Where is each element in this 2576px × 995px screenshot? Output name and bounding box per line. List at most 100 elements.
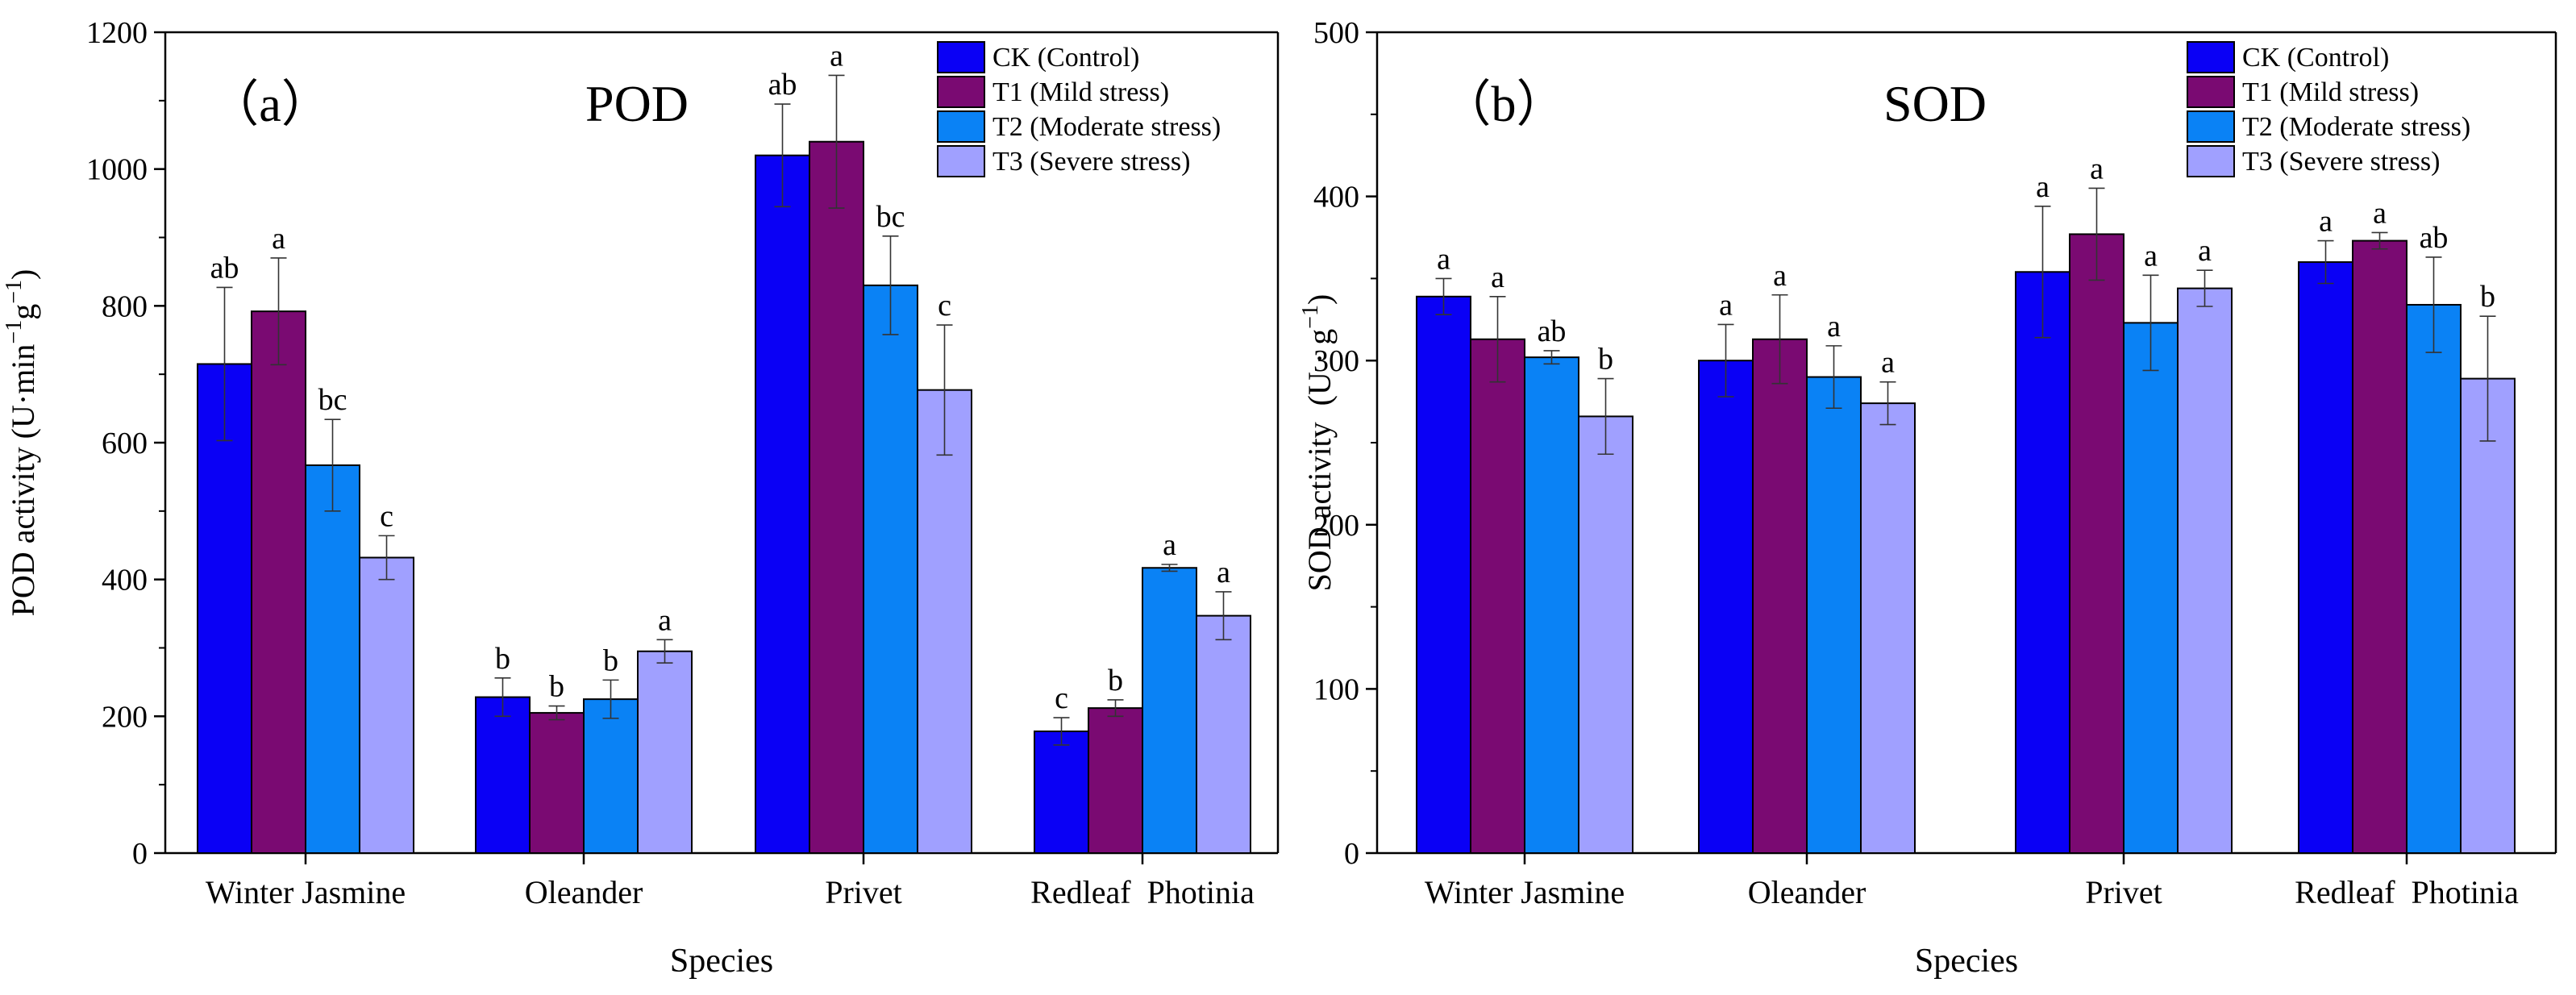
y-tick-label: 0 (1344, 837, 1359, 871)
x-tick-label: Privet (2085, 874, 2162, 910)
bar-t2-1 (305, 464, 360, 854)
y-tick-label: 600 (102, 427, 148, 460)
bar-t3-2 (1860, 402, 1916, 854)
significance-letter: a (2198, 234, 2212, 268)
x-axis-label: Species (1915, 943, 2018, 980)
bar-t2-3 (2123, 322, 2179, 854)
bar-t3-2 (637, 650, 693, 854)
significance-letter: a (1773, 259, 1787, 293)
significance-letter: a (1827, 310, 1841, 343)
significance-letter: b (1108, 664, 1123, 697)
bar-t2-1 (1524, 356, 1579, 854)
bar-t3-4 (1196, 614, 1251, 855)
bar-t3-1 (1578, 415, 1633, 854)
legend-swatch (2187, 110, 2235, 143)
y-axis-label: SOD activity (U · g−1) (1298, 294, 1338, 592)
y-axis-label: POD activity (U·min−1g−1) (2, 269, 41, 617)
significance-letter: a (830, 39, 843, 73)
significance-letter: a (2144, 239, 2158, 273)
x-tick-label: Oleander (1748, 874, 1866, 910)
significance-letter: b (1598, 343, 1613, 377)
significance-letter: b (495, 642, 510, 676)
legend: CK (Control) T1 (Mild stress) T2 (Moderate… (937, 41, 1221, 177)
legend-label: T2 (Moderate stress) (993, 112, 1221, 142)
x-tick-label: Oleander (525, 874, 643, 910)
bar-ck-2 (475, 696, 531, 855)
bar-t1-2 (1752, 338, 1808, 854)
significance-letter: b (2480, 280, 2495, 314)
panel-a: 020040060080010001200abbabcababbcbbcacac… (2, 16, 1280, 980)
legend-swatch (937, 110, 985, 143)
bar-ck-3 (755, 154, 810, 854)
bar-ck-1 (1416, 295, 1471, 854)
y-tick-label: 200 (1313, 509, 1359, 543)
x-axis-label: Species (670, 943, 773, 980)
bar-t1-4 (2352, 239, 2407, 854)
bar-t2-4 (2406, 303, 2462, 854)
legend-swatch (937, 145, 985, 177)
x-tick-label: Privet (825, 874, 902, 910)
legend-label: T2 (Moderate stress) (2242, 112, 2470, 142)
significance-letter: ab (1538, 314, 1567, 348)
legend-swatch (2187, 41, 2235, 73)
bar-ck-4 (1034, 730, 1089, 854)
y-tick-label: 800 (102, 289, 148, 323)
panel-label: （a） (209, 77, 331, 132)
y-tick-label: 1000 (86, 153, 148, 187)
significance-letter: bc (318, 383, 347, 417)
bar-t3-3 (2177, 287, 2233, 854)
y-tick-label: 1200 (86, 16, 148, 50)
y-tick-label: 300 (1313, 344, 1359, 378)
bar-t1-3 (809, 140, 864, 854)
bar-t2-3 (863, 284, 918, 854)
bar-t1-1 (1470, 338, 1525, 854)
x-tick-label: Winter Jasmine (206, 874, 406, 910)
significance-letter: a (1491, 260, 1504, 294)
significance-letter: a (2090, 152, 2104, 185)
y-tick-label: 400 (102, 564, 148, 597)
bar-ck-1 (197, 363, 252, 855)
bar-ck-2 (1698, 360, 1754, 854)
y-tick-label: 0 (132, 837, 148, 871)
legend-swatch (937, 76, 985, 108)
y-tick-label: 200 (102, 700, 148, 734)
significance-letter: c (938, 289, 951, 323)
legend: CK (Control) T1 (Mild stress) T2 (Moderate… (2187, 41, 2470, 177)
x-tick-label: Redleaf Photinia (1030, 874, 1255, 910)
significance-letter: a (1881, 346, 1895, 380)
significance-letter: c (1055, 681, 1068, 715)
x-tick-label: Winter Jasmine (1425, 874, 1625, 910)
bar-t1-1 (251, 310, 306, 854)
significance-letter: a (1163, 528, 1176, 562)
legend-label: T1 (Mild stress) (2242, 77, 2419, 107)
significance-letter: ab (210, 251, 239, 285)
y-tick-label: 500 (1313, 16, 1359, 50)
legend-label: CK (Control) (2242, 43, 2389, 73)
bar-t2-4 (1142, 567, 1197, 854)
significance-letter: a (658, 603, 672, 637)
significance-letter: b (549, 670, 564, 704)
bar-t3-3 (917, 389, 972, 854)
significance-letter: a (272, 222, 285, 256)
significance-letter: a (1437, 242, 1450, 276)
legend-label: T3 (Severe stress) (2242, 147, 2440, 177)
y-tick-label: 100 (1313, 672, 1359, 706)
bar-ck-4 (2298, 261, 2353, 855)
significance-letter: ab (768, 68, 797, 102)
bar-t1-2 (529, 712, 585, 855)
bar-t3-1 (359, 556, 414, 855)
significance-letter: a (1217, 556, 1230, 589)
significance-letter: a (1719, 288, 1733, 322)
bar-t2-2 (1806, 376, 1862, 854)
legend-swatch (2187, 145, 2235, 177)
bar-t1-3 (2069, 233, 2124, 855)
legend-label: CK (Control) (993, 43, 1139, 73)
significance-letter: a (2373, 196, 2387, 230)
legend-swatch (937, 41, 985, 73)
significance-letter: c (380, 499, 393, 533)
panel-label: （b） (1441, 77, 1566, 132)
legend-swatch (2187, 76, 2235, 108)
y-tick-label: 400 (1313, 181, 1359, 214)
